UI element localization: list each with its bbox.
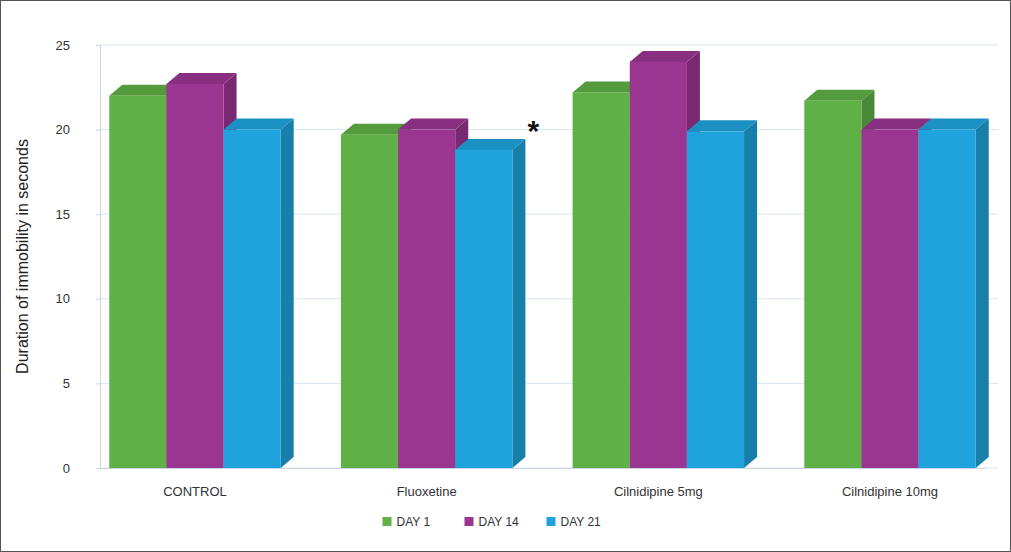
x-tick-label: CONTROL xyxy=(163,484,227,499)
bar xyxy=(109,96,166,468)
y-tick-mark xyxy=(96,383,100,384)
y-tick-label: 0 xyxy=(63,461,70,476)
x-tick-label: Fluoxetine xyxy=(397,484,457,499)
bar-top xyxy=(919,119,989,130)
bar-top xyxy=(166,73,236,84)
x-tick-label: Cilnidipine 5mg xyxy=(614,484,703,499)
bar xyxy=(455,150,512,468)
y-tick-mark xyxy=(96,45,100,46)
y-tick: 20 xyxy=(56,122,100,137)
y-axis-line xyxy=(96,46,101,469)
y-axis: 0 5 10 15 20 25 xyxy=(56,38,101,476)
bar xyxy=(166,84,223,468)
legend-label: DAY 1 xyxy=(397,515,431,529)
bar xyxy=(398,130,455,468)
y-tick-mark xyxy=(96,130,100,131)
annotation: * xyxy=(528,114,540,147)
y-tick: 5 xyxy=(63,376,100,391)
bar-top xyxy=(630,51,700,62)
legend-label: DAY 21 xyxy=(561,515,602,529)
x-tick: Cilnidipine 5mg xyxy=(614,468,703,499)
y-tick-label: 15 xyxy=(56,207,70,222)
bar xyxy=(630,62,687,468)
legend-item: DAY 14 xyxy=(465,515,520,529)
legend-swatch xyxy=(547,517,556,526)
bar-side xyxy=(976,119,989,468)
bar-top xyxy=(687,120,757,131)
legend-label: DAY 14 xyxy=(479,515,520,529)
y-tick: 25 xyxy=(56,38,100,53)
y-tick-mark xyxy=(96,214,100,215)
y-tick: 15 xyxy=(56,207,100,222)
legend-item: DAY 21 xyxy=(547,515,602,529)
legend-swatch xyxy=(465,517,474,526)
legend: DAY 1 DAY 14 DAY 21 xyxy=(383,515,602,529)
y-tick-mark xyxy=(96,468,100,469)
y-tick: 10 xyxy=(56,291,100,306)
y-tick-label: 25 xyxy=(56,38,70,53)
bar-group xyxy=(687,120,757,468)
x-tick: Cilnidipine 10mg xyxy=(842,468,938,499)
bar-side xyxy=(744,120,757,468)
x-axis-line xyxy=(101,468,986,469)
y-tick-mark xyxy=(96,299,100,300)
bar-group xyxy=(455,139,525,468)
y-axis-title: Duration of immobility in seconds xyxy=(14,139,31,374)
x-axis: CONTROL Fluoxetine Cilnidipine 5mg Cilnidip… xyxy=(101,468,986,499)
y-tick-label: 20 xyxy=(56,122,70,137)
bars xyxy=(109,51,988,468)
y-tick-label: 10 xyxy=(56,291,70,306)
bar-group xyxy=(224,119,294,468)
bar xyxy=(341,135,398,468)
grid-line xyxy=(100,45,998,46)
frame xyxy=(1,1,1011,552)
y-tick: 0 xyxy=(63,461,100,476)
bar xyxy=(804,101,861,468)
bar xyxy=(919,130,976,468)
bar xyxy=(224,130,281,468)
bar-top xyxy=(224,119,294,130)
bar xyxy=(861,130,918,468)
bar-side xyxy=(512,139,525,468)
bar-side xyxy=(281,119,294,468)
bar-top xyxy=(398,119,468,130)
bar xyxy=(687,131,744,468)
bar-top xyxy=(455,139,525,150)
x-tick: Fluoxetine xyxy=(397,468,457,499)
grid xyxy=(100,45,998,468)
bar xyxy=(573,92,630,468)
chart: 0 5 10 15 20 25 Duration of immobility in seco… xyxy=(0,0,1011,552)
bar-group xyxy=(919,119,989,468)
x-tick: CONTROL xyxy=(163,468,227,499)
x-tick-label: Cilnidipine 10mg xyxy=(842,484,938,499)
bar-top xyxy=(804,90,874,101)
legend-swatch xyxy=(383,517,392,526)
y-tick-label: 5 xyxy=(63,376,70,391)
legend-item: DAY 1 xyxy=(383,515,431,529)
